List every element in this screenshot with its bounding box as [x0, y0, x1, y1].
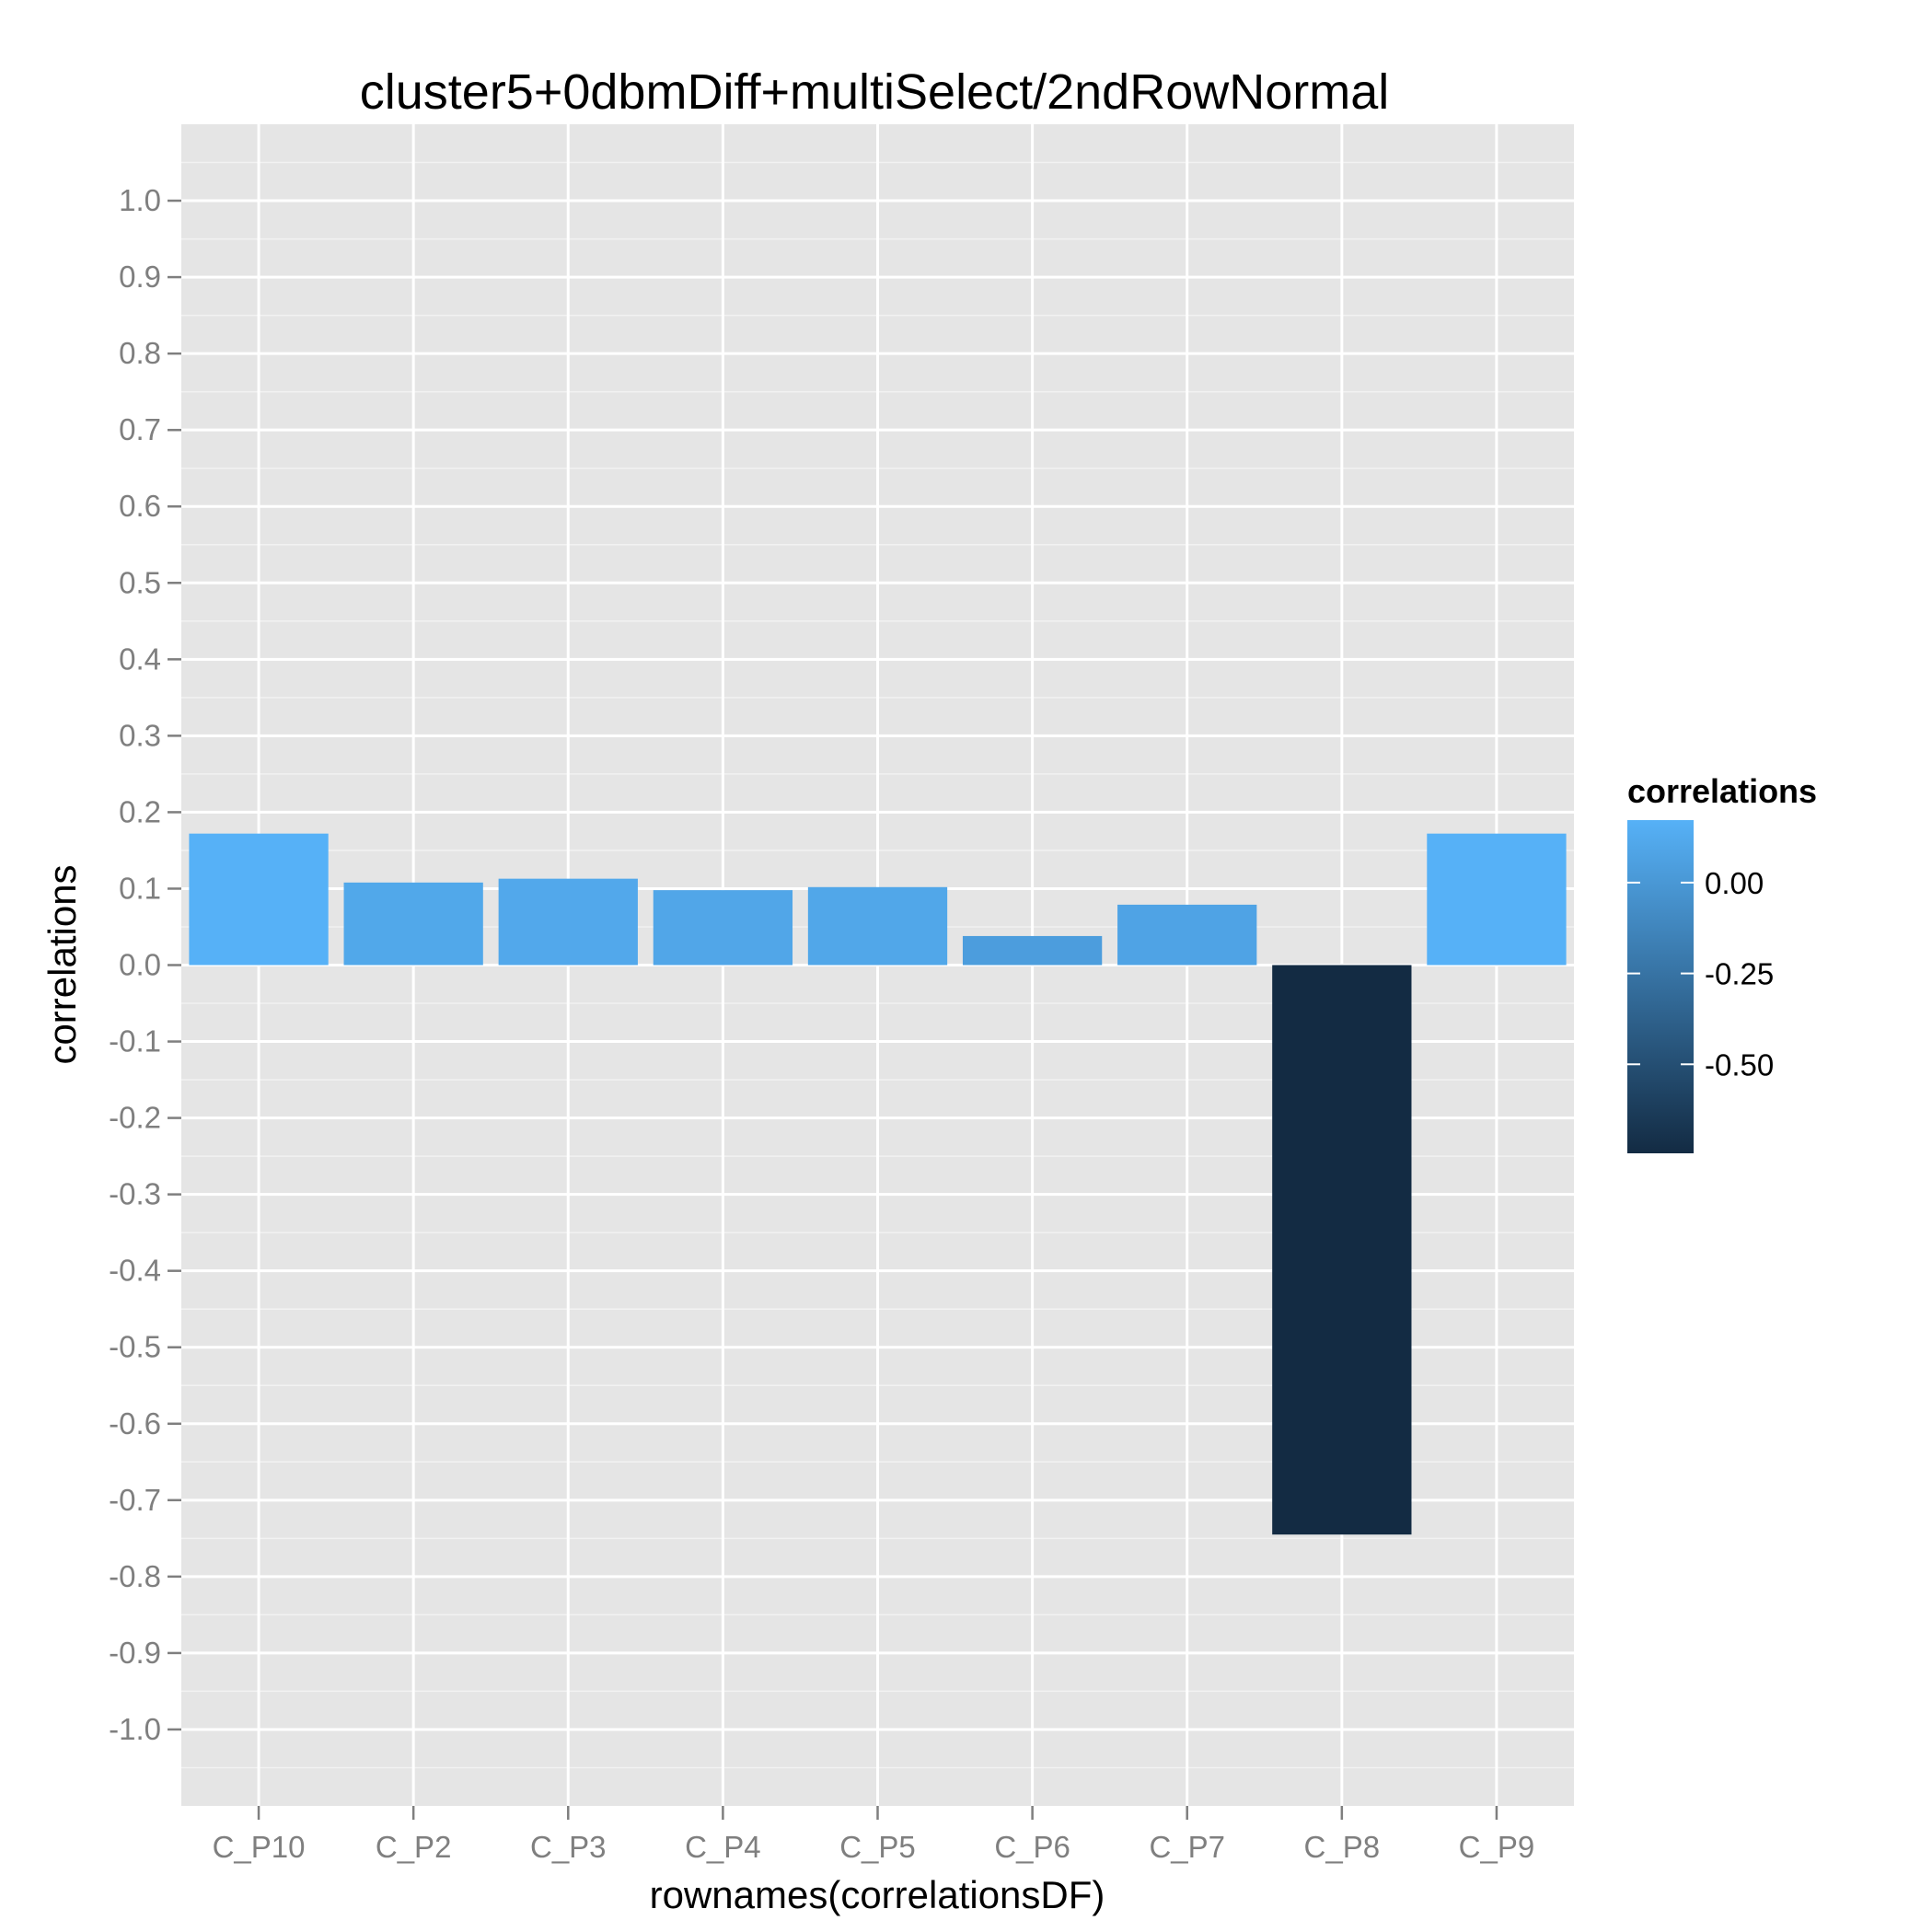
bar-c-p6 [962, 935, 1103, 966]
y-tick-label: 0.0 [119, 948, 161, 982]
y-tick-label: -0.8 [109, 1559, 161, 1593]
legend-label: -0.25 [1705, 957, 1774, 991]
y-tick-label: 0.6 [119, 489, 161, 523]
bar-c-p10 [189, 833, 329, 966]
y-tick-label: 0.7 [119, 412, 161, 446]
y-tick-label: 1.0 [119, 183, 161, 217]
legend: correlations 0.00 -0.25 -0.50 [1627, 772, 1817, 1153]
bar-c-p5 [807, 886, 948, 966]
bars [189, 833, 1567, 1535]
bar-c-p8 [1272, 965, 1412, 1535]
y-tick-label: -0.4 [109, 1254, 161, 1288]
y-tick-label: -0.6 [109, 1406, 161, 1440]
y-tick-label: 0.4 [119, 642, 161, 676]
legend-title: correlations [1627, 772, 1817, 810]
legend-ticks: 0.00 -0.25 -0.50 [1627, 866, 1774, 1082]
y-tick-label: 0.1 [119, 871, 161, 905]
y-tick-label: 0.8 [119, 336, 161, 370]
y-tick-label: 0.3 [119, 718, 161, 752]
x-tick-label: C_P4 [685, 1830, 761, 1864]
legend-label: -0.50 [1705, 1047, 1774, 1082]
y-tick-label: 0.2 [119, 794, 161, 828]
bar-c-p7 [1117, 904, 1257, 966]
x-tick-label: C_P3 [530, 1830, 607, 1864]
bar-c-p9 [1427, 833, 1567, 966]
y-tick-label: -0.5 [109, 1330, 161, 1364]
x-tick-label: C_P9 [1459, 1830, 1535, 1864]
chart-title: cluster5+0dbmDiff+multiSelect/2ndRowNorm… [360, 64, 1390, 120]
x-tick-label: C_P5 [839, 1830, 916, 1864]
y-tick-label: -1.0 [109, 1712, 161, 1746]
y-tick-label: -0.7 [109, 1483, 161, 1517]
legend-colorbar [1627, 820, 1694, 1153]
x-tick-label: C_P7 [1149, 1830, 1225, 1864]
x-tick-label: C_P8 [1304, 1830, 1381, 1864]
legend-label: 0.00 [1705, 866, 1764, 900]
y-axis: -1.0 -0.9 -0.8 -0.7 -0.6 -0.5 -0.4 -0.3 -0.2 -0.1… [109, 183, 181, 1746]
y-tick-label: -0.1 [109, 1024, 161, 1059]
bar-c-p4 [653, 890, 793, 966]
bar-c-p3 [498, 878, 638, 966]
y-tick-label: -0.9 [109, 1636, 161, 1670]
x-tick-label: C_P2 [376, 1830, 452, 1864]
y-axis-title: correlations [40, 864, 84, 1064]
x-tick-label: C_P6 [994, 1830, 1070, 1864]
y-tick-label: -0.2 [109, 1101, 161, 1135]
x-axis-title: rownames(correlationsDF) [650, 1873, 1105, 1916]
y-tick-label: -0.3 [109, 1177, 161, 1211]
bar-c-p2 [343, 882, 483, 966]
y-tick-label: 0.5 [119, 565, 161, 599]
x-axis: C_P10 C_P2 C_P3 C_P4 C_P5 C_P6 C_P7 C_P8 C_P9 [213, 1806, 1535, 1864]
y-tick-label: 0.9 [119, 260, 161, 294]
x-tick-label: C_P10 [213, 1830, 306, 1864]
